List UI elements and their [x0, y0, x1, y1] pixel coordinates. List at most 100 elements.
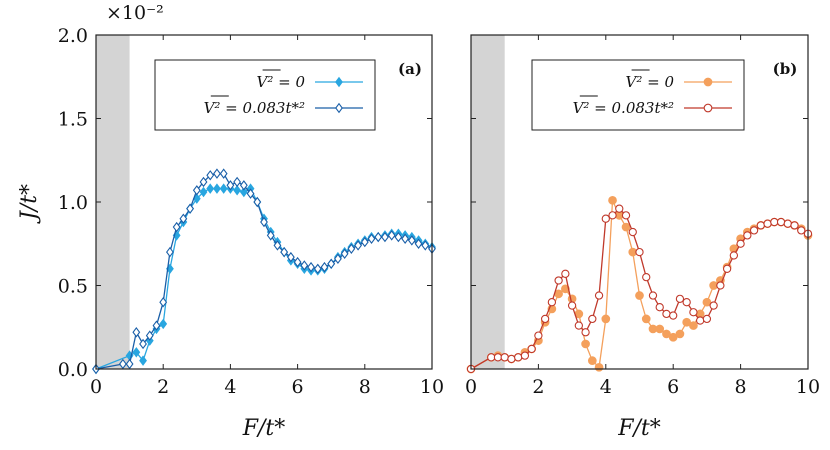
- data-point: [239, 186, 248, 198]
- panel-a: 0 2 4 6 8 10 0.0 0.5 1.0 1.5 2.0 V² = 0 V² = 0.083t*…: [17, 2, 444, 441]
- data-point: [360, 236, 369, 248]
- data-point: [615, 204, 624, 213]
- data-point: [233, 185, 242, 196]
- data-point: [628, 227, 637, 237]
- data-point: [199, 176, 208, 188]
- data-point: [682, 298, 691, 307]
- data-point: [696, 316, 705, 325]
- data-point: [387, 230, 396, 241]
- data-point: [139, 338, 147, 350]
- data-point: [588, 314, 597, 324]
- data-point: [729, 251, 739, 260]
- x-axis-label: F/t*: [242, 416, 286, 441]
- data-point: [587, 356, 597, 366]
- data-point: [581, 339, 590, 349]
- legend-swatch-marker: [703, 77, 713, 87]
- plot-frame: [95, 34, 433, 370]
- data-point: [206, 183, 215, 194]
- x-tick-label: 2: [157, 376, 169, 398]
- legend-swatch-marker: [335, 102, 343, 114]
- data-point: [722, 264, 732, 273]
- data-point: [213, 168, 221, 179]
- data-point: [125, 358, 134, 370]
- data-point: [334, 253, 342, 264]
- data-point: [763, 219, 772, 228]
- shaded-region: [471, 35, 505, 369]
- data-point: [702, 314, 712, 324]
- shaded-region: [96, 35, 130, 369]
- x-tick-label: 8: [359, 376, 371, 398]
- data-point: [567, 301, 577, 310]
- data-point: [594, 291, 604, 300]
- y-axis-multiplier: ×10⁻²: [106, 2, 164, 24]
- data-point: [601, 214, 610, 223]
- x-tick-label: 10: [420, 376, 444, 398]
- data-point: [286, 251, 295, 263]
- panel-label: (a): [398, 60, 422, 78]
- data-point: [500, 353, 509, 362]
- data-point: [159, 296, 168, 308]
- legend-swatch-marker: [335, 76, 343, 88]
- data-point: [307, 261, 315, 273]
- data-point: [327, 258, 336, 270]
- legend-label: V² = 0.083t*²: [573, 99, 674, 117]
- data-point: [641, 314, 651, 324]
- data-point: [770, 217, 779, 227]
- data-point: [783, 219, 792, 228]
- data-point: [702, 297, 712, 307]
- plot-frame: [470, 34, 809, 370]
- data-point: [668, 332, 678, 342]
- data-point: [581, 328, 590, 337]
- data-point: [213, 183, 221, 194]
- data-point: [260, 216, 268, 228]
- data-point: [219, 168, 228, 179]
- data-point: [547, 298, 557, 307]
- data-point: [421, 240, 430, 251]
- data-point: [594, 362, 604, 372]
- data-point: [675, 294, 685, 304]
- data-point: [756, 221, 765, 230]
- legend-swatch-marker: [703, 103, 713, 113]
- data-point: [655, 303, 664, 312]
- data-point: [608, 211, 617, 220]
- data-point: [206, 170, 215, 181]
- data-point: [300, 260, 309, 271]
- data-point: [621, 222, 631, 232]
- data-point: [253, 196, 262, 208]
- data-point: [159, 318, 168, 330]
- data-point: [527, 344, 536, 354]
- data-point: [172, 221, 181, 233]
- data-point: [669, 311, 678, 320]
- data-point: [186, 203, 194, 214]
- data-point: [776, 217, 786, 227]
- data-point: [132, 347, 141, 358]
- legend-label: V² = 0: [257, 73, 306, 91]
- data-point: [709, 301, 718, 310]
- x-tick-label: 0: [465, 376, 477, 398]
- legend-box: [531, 59, 745, 131]
- data-point: [246, 188, 255, 199]
- data-point: [554, 276, 563, 285]
- x-tick-label: 4: [600, 376, 612, 398]
- data-point: [682, 317, 692, 327]
- data-point: [749, 226, 759, 235]
- x-tick-label: 10: [796, 376, 820, 398]
- data-point: [601, 314, 611, 324]
- x-tick-label: 8: [735, 376, 747, 398]
- data-point: [152, 320, 161, 331]
- legend-box: [154, 59, 376, 131]
- x-tick-label: 6: [292, 376, 304, 398]
- data-point: [561, 269, 570, 278]
- data-point: [414, 238, 423, 249]
- y-tick-label: 1.0: [58, 192, 88, 214]
- x-tick-label: 6: [667, 376, 679, 398]
- data-point: [239, 180, 248, 191]
- legend-label: V² = 0: [626, 73, 675, 91]
- data-point: [233, 176, 242, 188]
- data-point: [219, 183, 228, 194]
- data-point: [394, 231, 403, 243]
- data-point: [139, 355, 147, 366]
- data-point: [226, 180, 235, 191]
- y-tick-label: 1.5: [58, 109, 88, 131]
- data-point: [608, 195, 617, 205]
